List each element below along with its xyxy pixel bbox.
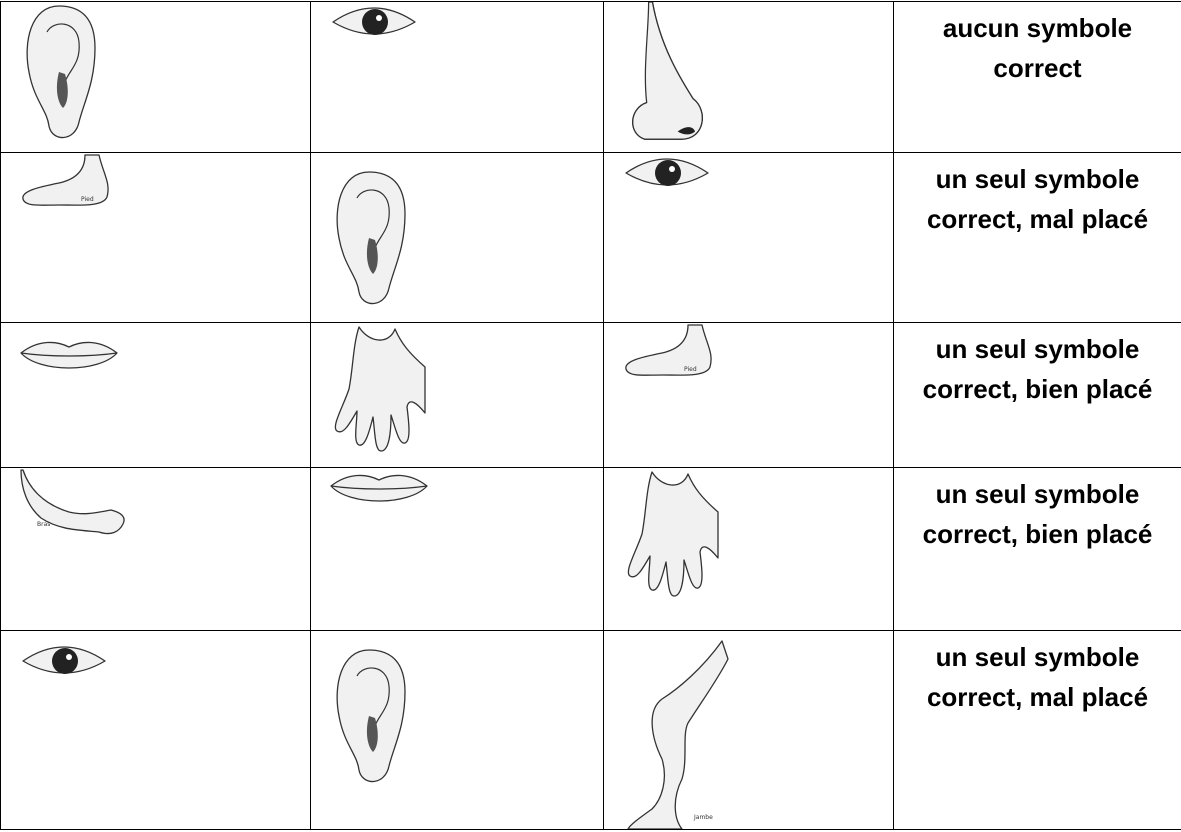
row-label: un seul symbole correct, bien placé bbox=[913, 329, 1163, 409]
cell: un seul symbole correct, mal placé bbox=[894, 631, 1181, 830]
cell bbox=[311, 153, 604, 323]
eye-icon bbox=[329, 2, 419, 42]
icon-caption: Pied bbox=[81, 196, 94, 203]
foot-icon: Pied bbox=[19, 153, 119, 213]
row-label: un seul symbole correct, bien placé bbox=[913, 474, 1163, 554]
cell: Pied bbox=[604, 323, 894, 468]
row: Pied un seul symbole correct, mal placé bbox=[1, 153, 1181, 323]
icon-caption: Pied bbox=[684, 366, 697, 373]
nose-icon bbox=[622, 2, 712, 147]
cell bbox=[1, 323, 311, 468]
cell bbox=[604, 2, 894, 153]
ear-icon bbox=[329, 641, 409, 791]
cell: Bras bbox=[1, 468, 311, 631]
cell: aucun symbole correct bbox=[894, 2, 1181, 153]
row-label: un seul symbole correct, mal placé bbox=[913, 637, 1163, 717]
cell: Pied bbox=[1, 153, 311, 323]
cell bbox=[604, 153, 894, 323]
hand-icon bbox=[329, 323, 429, 463]
ear-icon bbox=[19, 2, 99, 142]
row: aucun symbole correct bbox=[1, 2, 1181, 153]
cell: un seul symbole correct, mal placé bbox=[894, 153, 1181, 323]
eye-icon bbox=[622, 153, 712, 193]
row-label: un seul symbole correct, mal placé bbox=[913, 159, 1163, 239]
lips-icon bbox=[329, 468, 429, 508]
icon-caption: Jambe bbox=[693, 814, 713, 821]
cell bbox=[311, 468, 604, 631]
leg-icon: Jambe bbox=[622, 639, 732, 829]
lips-icon bbox=[19, 335, 119, 375]
cell bbox=[311, 323, 604, 468]
row: Jambe un seul symbole correct, mal placé bbox=[1, 631, 1181, 830]
cell bbox=[604, 468, 894, 631]
cell: un seul symbole correct, bien placé bbox=[894, 468, 1181, 631]
cell: Jambe bbox=[604, 631, 894, 830]
arm-icon: Bras bbox=[19, 468, 129, 548]
hand-icon bbox=[622, 468, 722, 608]
eye-icon bbox=[19, 641, 109, 681]
ear-icon bbox=[329, 163, 409, 313]
row-label: aucun symbole correct bbox=[913, 8, 1163, 88]
foot-icon: Pied bbox=[622, 323, 722, 383]
row: Pied un seul symbole correct, bien placé bbox=[1, 323, 1181, 468]
cell bbox=[1, 631, 311, 830]
cell bbox=[1, 2, 311, 153]
cell bbox=[311, 2, 604, 153]
row: Bras un seul symbole correct, bien placé bbox=[1, 468, 1181, 631]
cell bbox=[311, 631, 604, 830]
cell: un seul symbole correct, bien placé bbox=[894, 323, 1181, 468]
icon-caption: Bras bbox=[37, 521, 50, 528]
